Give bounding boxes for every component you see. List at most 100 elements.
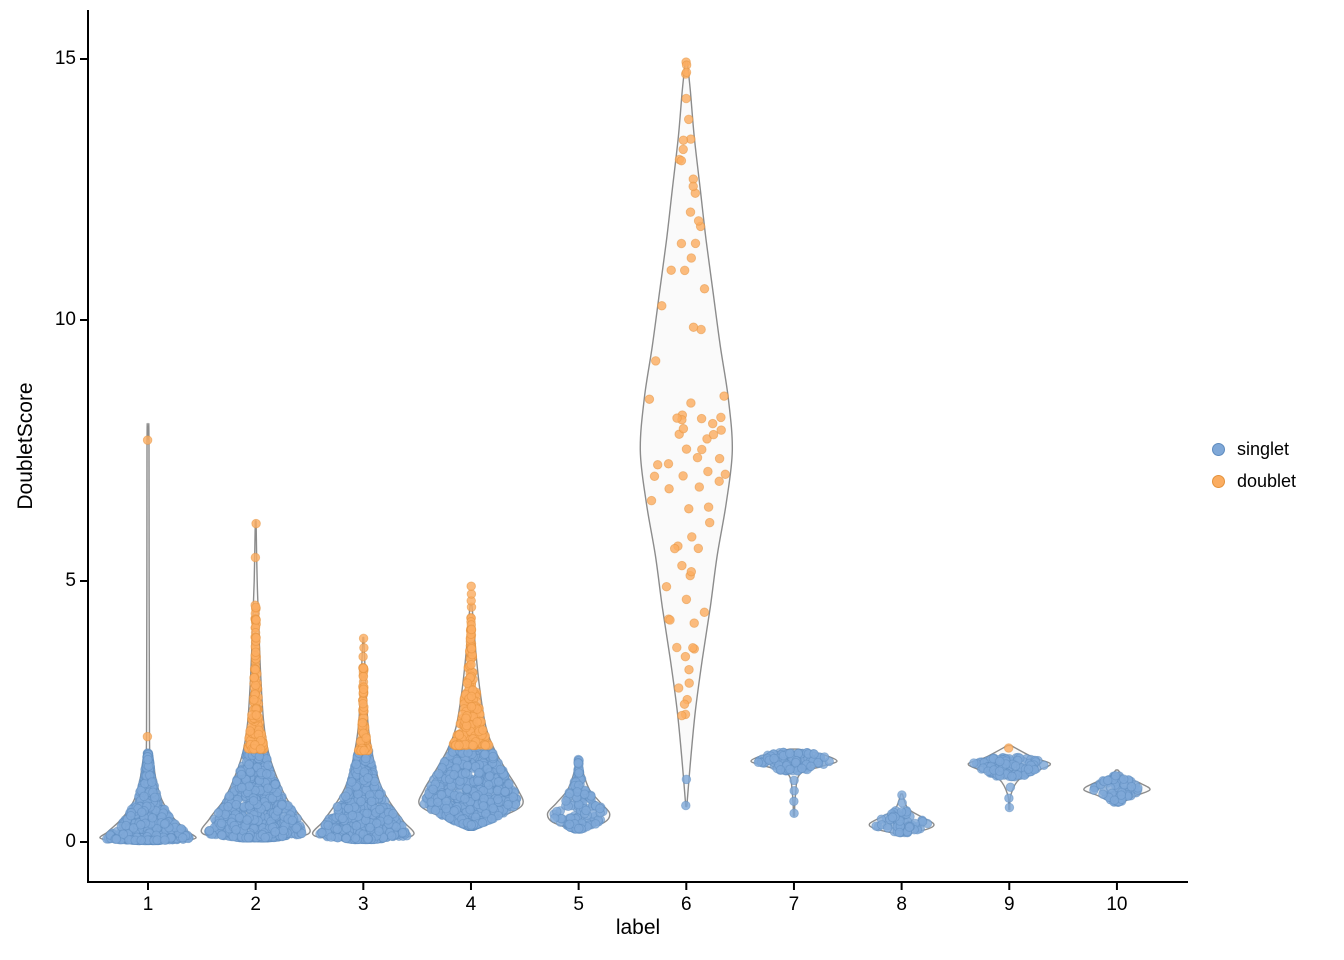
data-point <box>351 759 361 769</box>
data-point <box>270 827 280 837</box>
data-point <box>686 566 697 577</box>
data-point <box>684 678 694 688</box>
data-point <box>676 155 687 166</box>
data-point <box>388 808 398 819</box>
data-point <box>236 769 247 780</box>
data-point <box>646 495 657 506</box>
data-point <box>657 301 667 311</box>
legend-label-singlet: singlet <box>1237 439 1290 459</box>
data-point <box>681 594 692 605</box>
data-point <box>250 664 261 675</box>
data-point <box>693 543 704 554</box>
data-point <box>260 832 270 843</box>
data-point <box>672 413 682 423</box>
data-point <box>136 835 146 845</box>
data-point <box>694 482 705 492</box>
data-point <box>454 730 465 740</box>
data-point <box>672 642 682 653</box>
data-point <box>677 560 687 571</box>
data-point <box>397 827 408 838</box>
data-point <box>277 800 287 810</box>
data-point <box>664 484 674 494</box>
data-point <box>1102 775 1113 786</box>
data-point <box>142 435 153 445</box>
data-point <box>351 821 362 831</box>
data-point <box>887 812 898 823</box>
data-point <box>249 695 259 705</box>
data-point <box>137 807 147 817</box>
data-point <box>449 806 459 816</box>
data-point <box>564 788 575 799</box>
data-point <box>242 815 252 825</box>
data-point <box>224 791 235 801</box>
data-point <box>466 624 477 635</box>
data-point <box>561 796 571 806</box>
data-point <box>323 820 333 831</box>
data-point <box>176 823 186 834</box>
data-point <box>136 820 146 830</box>
x-axis-title: label <box>615 916 661 939</box>
data-point <box>666 265 676 275</box>
data-point <box>374 789 385 800</box>
data-point <box>374 826 384 836</box>
data-point <box>441 803 451 814</box>
data-point <box>231 776 242 787</box>
x-tick-label: 4 <box>465 894 477 915</box>
data-point <box>147 777 157 787</box>
data-point <box>789 775 799 786</box>
data-point <box>255 744 266 754</box>
data-point <box>681 93 691 104</box>
data-point <box>573 758 583 768</box>
data-point <box>677 710 687 721</box>
data-point <box>231 825 241 835</box>
x-tick-label: 3 <box>358 894 369 915</box>
data-point <box>217 830 227 840</box>
data-point <box>332 824 343 834</box>
data-point <box>245 726 255 736</box>
data-point <box>1118 774 1129 784</box>
data-point <box>649 471 660 482</box>
data-point <box>204 825 215 836</box>
data-point <box>1003 743 1014 753</box>
data-point <box>716 425 726 435</box>
data-point <box>466 820 477 830</box>
data-point <box>261 769 272 779</box>
x-tick-label: 8 <box>896 894 907 915</box>
data-point <box>466 643 477 654</box>
data-point <box>574 823 584 834</box>
data-point <box>375 804 385 815</box>
data-point <box>753 757 764 768</box>
data-point <box>478 801 489 811</box>
data-point <box>358 671 369 682</box>
data-point <box>466 701 477 712</box>
data-point <box>150 792 160 803</box>
data-point <box>1089 785 1099 795</box>
data-point <box>445 813 455 823</box>
x-tick-label: 5 <box>573 894 584 915</box>
data-point <box>797 763 807 774</box>
data-point <box>160 835 170 845</box>
data-point <box>126 810 136 821</box>
data-point <box>244 759 254 770</box>
data-point <box>896 807 907 817</box>
data-point <box>237 782 247 793</box>
data-point <box>882 823 893 833</box>
data-point <box>1005 782 1016 792</box>
data-point <box>789 786 799 796</box>
y-tick-label: 0 <box>65 831 76 852</box>
data-point <box>436 790 447 800</box>
data-point <box>714 453 725 464</box>
data-point <box>791 757 801 768</box>
x-tick-label: 2 <box>250 894 261 915</box>
data-point <box>341 823 352 834</box>
data-point <box>143 754 153 765</box>
data-point <box>488 803 498 813</box>
legend-dot-doublet-icon <box>1212 474 1225 488</box>
data-point <box>661 581 672 592</box>
data-point <box>775 765 786 775</box>
data-point <box>346 777 357 787</box>
legend-item-doublet: doublet <box>1212 469 1296 493</box>
data-point <box>704 517 715 528</box>
legend-item-singlet: singlet <box>1212 437 1296 461</box>
data-point <box>386 831 397 841</box>
